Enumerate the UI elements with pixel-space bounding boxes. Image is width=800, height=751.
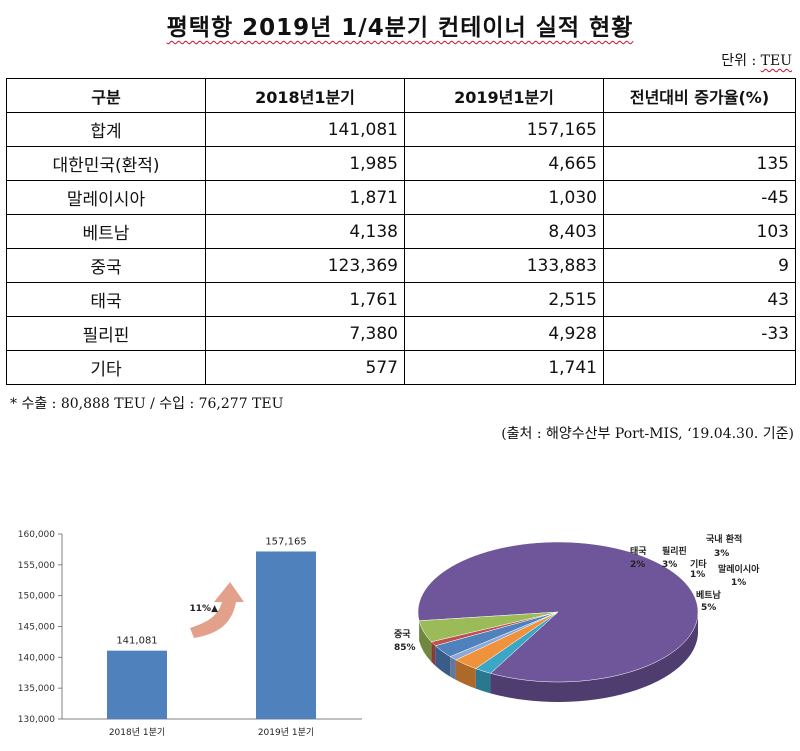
table-row: 합계 141,081 157,165 — [6, 112, 796, 147]
col-header-growth: 전년대비 증가율(%) — [603, 78, 796, 113]
row-2018q1: 1,761 — [205, 282, 405, 317]
pie-label: 필리핀 — [662, 545, 687, 557]
row-2019q1: 4,665 — [404, 146, 604, 181]
table-row: 중국 123,369 133,883 9 — [6, 248, 796, 283]
unit-label: 단위 : TEU — [721, 50, 792, 70]
row-growth: -45 — [603, 180, 796, 215]
col-header-2018q1: 2018년1분기 — [205, 78, 405, 113]
bar — [107, 650, 167, 719]
row-growth — [603, 112, 796, 147]
row-growth: 103 — [603, 214, 796, 249]
row-2019q1: 133,883 — [404, 248, 604, 283]
table-row: 말레이시아 1,871 1,030 -45 — [6, 180, 796, 215]
page-title-text: 평택항 2019년 1/4분기 컨테이너 실적 현황 — [166, 15, 634, 41]
row-category: 합계 — [6, 112, 206, 147]
pie-side-말레이시아 — [431, 641, 436, 666]
row-growth: 9 — [603, 248, 796, 283]
table-row: 필리핀 7,380 4,928 -33 — [6, 316, 796, 351]
row-growth: 135 — [603, 146, 796, 181]
pie-side-태국 — [475, 668, 491, 694]
pie-percent-label: 3% — [662, 560, 677, 570]
table-row: 베트남 4,138 8,403 103 — [6, 214, 796, 249]
y-tick-label: 150,000 — [18, 592, 55, 602]
row-2018q1: 4,138 — [205, 214, 405, 249]
growth-annotation: 11%▲ — [190, 604, 219, 614]
row-category: 베트남 — [6, 214, 206, 249]
x-tick-label: 2018년 1분기 — [109, 727, 165, 738]
table-row: 태국 1,761 2,515 43 — [6, 282, 796, 317]
page-title: 평택항 2019년 1/4분기 컨테이너 실적 현황 — [0, 8, 800, 42]
bar-data-label: 141,081 — [116, 636, 157, 647]
table-row: 기타 577 1,741 — [6, 350, 796, 385]
pie-label: 베트남 — [696, 589, 722, 601]
row-category: 대한민국(환적) — [6, 146, 206, 181]
pie-label: 중국 — [394, 629, 411, 640]
pie-percent-label: 1% — [690, 570, 705, 580]
pie-percent-label: 5% — [701, 603, 716, 613]
row-growth: -33 — [603, 316, 796, 351]
col-header-2019q1: 2019년1분기 — [404, 78, 604, 113]
pie-percent-label: 1% — [731, 578, 746, 588]
row-growth — [603, 350, 796, 385]
y-tick-label: 155,000 — [18, 561, 55, 571]
table-row: 대한민국(환적) 1,985 4,665 135 — [6, 146, 796, 181]
y-tick-label: 160,000 — [18, 530, 55, 540]
col-header-category: 구분 — [6, 78, 206, 113]
unit-value: TEU — [760, 53, 792, 69]
row-2019q1: 1,030 — [404, 180, 604, 215]
pie-label: 말레이시아 — [718, 563, 760, 575]
container-table: 구분 2018년1분기 2019년1분기 전년대비 증가율(%) 합계 141,… — [6, 78, 796, 385]
pie-slice — [418, 611, 559, 643]
y-tick-label: 145,000 — [18, 623, 55, 633]
unit-prefix: 단위 : — [721, 53, 761, 69]
growth-arrow — [190, 582, 244, 638]
y-tick-label: 140,000 — [18, 653, 55, 663]
pie-side-베트남 — [419, 620, 432, 662]
row-2018q1: 1,871 — [205, 180, 405, 215]
row-category: 필리핀 — [6, 316, 206, 351]
source-note: (출처 : 해양수산부 Port-MIS, ‘19.04.30. 기준) — [501, 426, 794, 442]
pie-label: 기타 — [690, 558, 707, 570]
pie-side-필리핀 — [455, 659, 476, 689]
pie-percent-label: 2% — [630, 560, 645, 570]
pie-side-중국 — [490, 612, 698, 702]
bar — [256, 551, 316, 719]
y-tick-label: 130,000 — [18, 715, 55, 725]
pie-side-기타 — [450, 656, 456, 680]
pie-label: 국내 환적 — [706, 533, 742, 545]
pie-label: 태국 — [630, 545, 647, 557]
row-2018q1: 123,369 — [205, 248, 405, 283]
pie-percent-label: 3% — [714, 549, 729, 559]
row-category: 태국 — [6, 282, 206, 317]
row-2019q1: 8,403 — [404, 214, 604, 249]
row-growth: 43 — [603, 282, 796, 317]
row-2019q1: 4,928 — [404, 316, 604, 351]
pie-percent-label: 85% — [394, 643, 416, 653]
row-2019q1: 1,741 — [404, 350, 604, 385]
row-2019q1: 2,515 — [404, 282, 604, 317]
bar-data-label: 157,165 — [265, 536, 306, 547]
row-category: 기타 — [6, 350, 206, 385]
x-tick-label: 2019년 1분기 — [258, 727, 314, 738]
row-2018q1: 7,380 — [205, 316, 405, 351]
row-2018q1: 141,081 — [205, 112, 405, 147]
row-category: 말레이시아 — [6, 180, 206, 215]
row-category: 중국 — [6, 248, 206, 283]
trade-note: * 수출 : 80,888 TEU / 수입 : 76,277 TEU — [10, 396, 284, 412]
row-2018q1: 1,985 — [205, 146, 405, 181]
row-2018q1: 577 — [205, 350, 405, 385]
row-2019q1: 157,165 — [404, 112, 604, 147]
table-header-row: 구분 2018년1분기 2019년1분기 전년대비 증가율(%) — [6, 78, 796, 113]
y-tick-label: 135,000 — [18, 684, 55, 694]
bar-chart: 130,000 135,000 140,000 145,000 150,000 155,0… — [18, 530, 362, 738]
pie-side-국내 환적 — [435, 645, 451, 677]
